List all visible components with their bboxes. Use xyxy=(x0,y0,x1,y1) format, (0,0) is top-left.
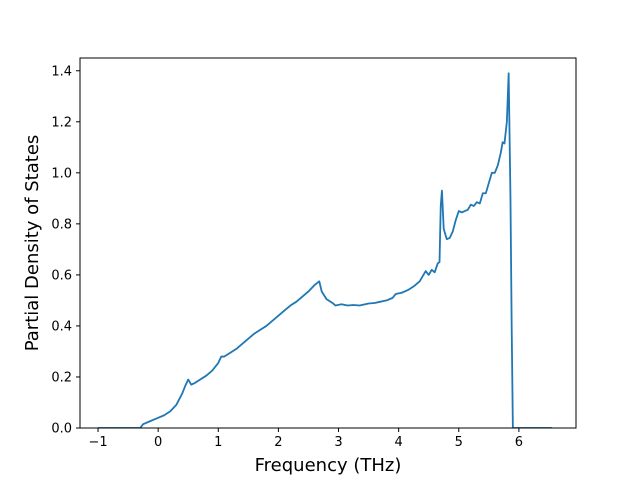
x-tick-label: 3 xyxy=(334,435,342,450)
axes-frame xyxy=(79,57,577,429)
y-tick-label: 0.2 xyxy=(51,370,72,385)
y-tick-label: 1.0 xyxy=(51,166,72,181)
y-tick-label: 0.6 xyxy=(51,268,72,283)
y-axis-label: Partial Density of States xyxy=(22,135,43,352)
x-axis-label: Frequency (THz) xyxy=(255,455,402,476)
x-tick-label: 2 xyxy=(274,435,282,450)
x-tick-label: −1 xyxy=(88,435,107,450)
axis-ticks: −1 0 1 2 3 4 5 6 0.0 0.2 0.4 0.6 0.8 1.0 1.2 1.4 xyxy=(51,64,523,450)
y-tick-label: 1.4 xyxy=(51,64,72,79)
y-tick-label: 1.2 xyxy=(51,115,72,130)
x-tick-label: 5 xyxy=(455,435,463,450)
y-tick-label: 0.8 xyxy=(51,217,72,232)
y-tick-label: 0.4 xyxy=(51,319,72,334)
y-tick-label: 0.0 xyxy=(51,422,72,437)
pdos-series-line xyxy=(98,72,552,428)
x-tick-label: 4 xyxy=(395,435,403,450)
plot-area xyxy=(79,57,577,429)
x-tick-label: 1 xyxy=(214,435,222,450)
x-tick-label: 0 xyxy=(154,435,162,450)
x-tick-label: 6 xyxy=(515,435,523,450)
